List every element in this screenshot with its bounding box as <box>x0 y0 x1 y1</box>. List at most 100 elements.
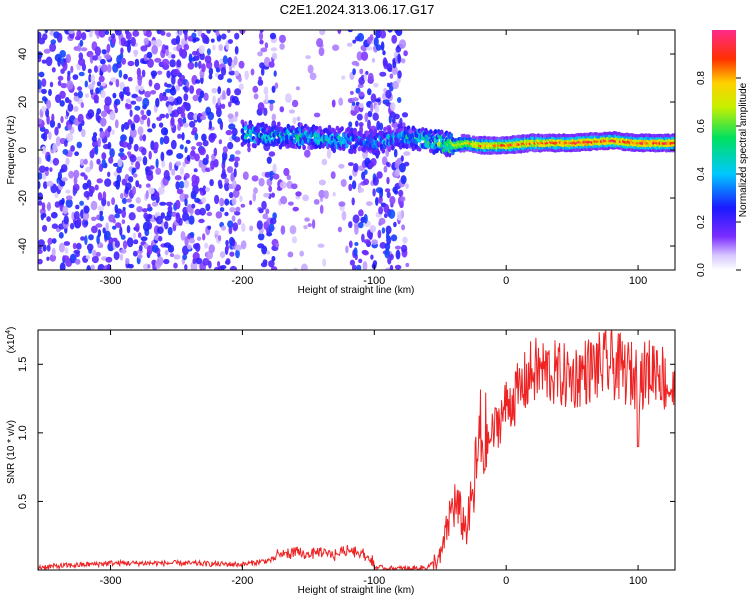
spectrogram-cell <box>199 52 205 61</box>
spectrogram-cell <box>121 219 126 225</box>
spectrogram-cell <box>401 58 406 64</box>
spectrogram-cell <box>205 154 209 161</box>
spectrogram-cell <box>158 122 164 128</box>
spectrogram-cell <box>214 194 220 205</box>
spectrogram-ridge-cell <box>243 121 248 127</box>
spectrogram-cell <box>88 83 95 90</box>
spectrogram-cell <box>358 122 364 127</box>
spectrogram-cell <box>291 99 299 108</box>
spectrogram-cell <box>210 38 215 43</box>
spectrogram-cell <box>202 140 209 147</box>
spectrogram-cell <box>266 250 271 255</box>
spectrogram-cell <box>394 245 402 250</box>
spectrogram-cell <box>170 116 175 127</box>
spectrogram-cell <box>46 180 54 187</box>
spectrogram-cell <box>123 122 130 130</box>
spectrogram-cell <box>179 74 186 82</box>
spectrogram-cell <box>371 57 376 63</box>
spectrogram-cell <box>51 238 57 244</box>
spectrogram-cell <box>172 68 180 76</box>
spectrogram-cell <box>351 180 357 190</box>
spectrogram-cell <box>111 129 115 135</box>
spectrogram-cell <box>391 34 398 44</box>
spectrogram-cell <box>88 234 94 241</box>
spectrogram-ridge-cell <box>413 127 417 133</box>
spectrogram-cell <box>222 90 226 100</box>
spectrogram-cell <box>233 168 237 178</box>
spectrogram-cell <box>219 251 226 259</box>
spectrogram-ridge-cell <box>302 144 306 151</box>
spectrogram-cell <box>97 205 105 212</box>
spectrogram-cell <box>194 61 198 68</box>
spectrogram-cell <box>354 242 359 246</box>
spectrogram-cell <box>77 113 84 123</box>
spectrogram-cell <box>90 264 95 270</box>
spectrogram-ridge-cell <box>391 145 395 151</box>
spectrogram-cell <box>45 108 50 118</box>
spectrogram-cell <box>272 163 277 174</box>
spectrogram-ridge-cells <box>240 119 675 158</box>
spectrogram-cell <box>323 190 329 200</box>
spectrogram-cell <box>195 175 200 185</box>
spectrogram-cell <box>177 133 182 139</box>
spectrogram-cell <box>288 201 294 206</box>
spectrogram-cell <box>84 80 89 88</box>
snr-y-axis: 0.5 1.0 1.5 <box>17 357 675 509</box>
spectrogram-cell <box>363 178 370 186</box>
spectrogram-cell <box>38 51 43 59</box>
spectrogram-cell <box>77 122 83 132</box>
spectrogram-cell <box>218 44 223 52</box>
spectrogram-cell <box>71 211 75 221</box>
spectrogram-cell <box>121 209 126 219</box>
spectrogram-cell <box>358 209 364 217</box>
spectrogram-cell <box>122 206 126 211</box>
spectrogram-cell <box>200 90 205 99</box>
spectrogram-cell <box>83 158 88 165</box>
spectrogram-cell <box>86 179 92 189</box>
spectrogram-cell <box>258 208 264 214</box>
spectrogram-cell <box>60 82 68 89</box>
spectrogram-cell <box>350 90 354 95</box>
spectrogram-cell <box>226 30 231 34</box>
spectrogram-cell <box>139 134 143 142</box>
spectrogram-cell <box>354 105 360 114</box>
spectrogram-cell <box>183 101 189 108</box>
spectrogram-cell <box>186 154 191 162</box>
spectrogram-cell <box>283 167 290 177</box>
spectrogram-cell <box>393 148 398 158</box>
spectrogram-cell <box>112 225 117 230</box>
snr-frame <box>37 329 676 571</box>
spectrogram-cell <box>253 187 258 195</box>
spectrogram-cell <box>403 151 411 156</box>
spectrogram-cell <box>311 219 316 229</box>
spectrogram-cell <box>72 183 80 192</box>
spectrogram-cell <box>145 183 151 188</box>
spectrogram-cell <box>150 90 157 95</box>
spectrogram-ridge-cell <box>376 150 381 156</box>
spectrogram-cell <box>64 247 69 254</box>
spectrogram-cell <box>227 220 234 228</box>
spectrogram-cell <box>91 225 98 234</box>
spectrogram-cell <box>86 243 94 252</box>
spectrogram-cell <box>69 222 75 230</box>
spectrogram-cell <box>196 141 203 147</box>
spectrogram-cell <box>299 250 305 257</box>
spectrogram-cell <box>104 230 111 241</box>
spectrogram-cell <box>196 236 202 241</box>
spectrogram-cell <box>183 180 190 189</box>
spectrogram-cell <box>390 102 396 112</box>
spectrogram-cell <box>96 108 102 115</box>
spectrogram-cell <box>358 91 365 97</box>
spectrogram-cell <box>46 244 51 252</box>
spectrogram-cell <box>67 149 73 158</box>
spectrogram-cell <box>259 39 264 45</box>
spectrogram-cell <box>173 262 178 269</box>
spectrogram-cell <box>100 64 108 73</box>
spectrogram-cell <box>198 147 206 156</box>
spectrogram-cell <box>179 144 184 150</box>
spectrogram-cell <box>226 87 231 97</box>
spectrogram-cell <box>227 141 234 150</box>
spectrogram-cell <box>97 192 103 201</box>
spectrogram-cell <box>121 57 126 65</box>
spectrogram-cell <box>313 112 321 118</box>
